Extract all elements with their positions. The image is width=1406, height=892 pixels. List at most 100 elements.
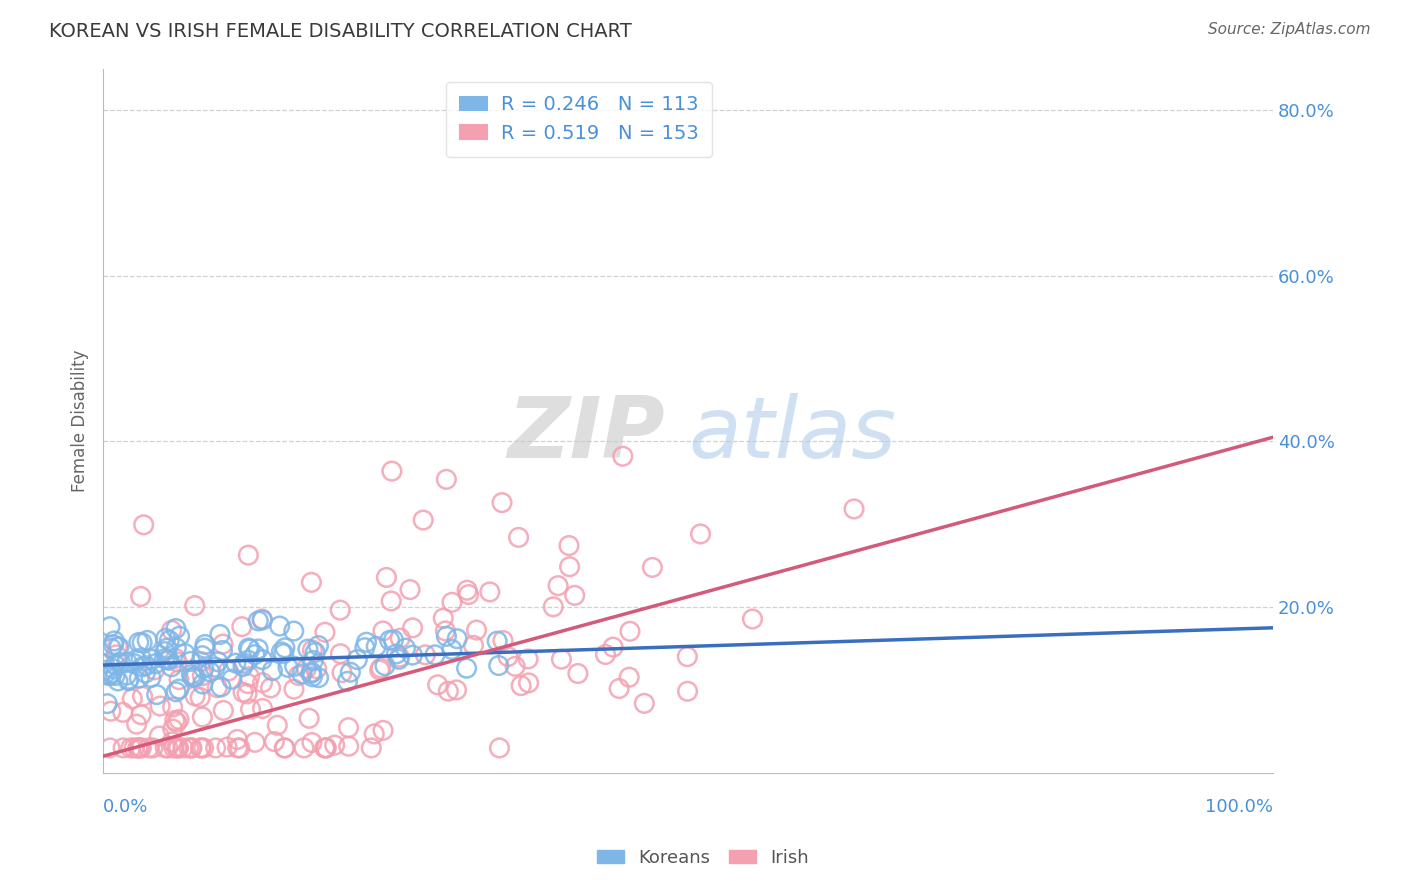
Point: [208, 627, 231, 641]
Point: [190, 740, 212, 755]
Point: [368, 663, 391, 677]
Point: [127, 740, 149, 755]
Point: [183, 670, 205, 684]
Point: [360, 740, 382, 755]
Point: [252, 701, 274, 715]
Point: [155, 740, 177, 755]
Point: [440, 642, 463, 657]
Point: [301, 665, 323, 680]
Point: [169, 629, 191, 643]
Point: [212, 703, 235, 717]
Point: [105, 640, 128, 654]
Point: [128, 635, 150, 649]
Point: [236, 676, 259, 690]
Point: [287, 668, 309, 682]
Point: [129, 740, 152, 755]
Point: [204, 660, 226, 674]
Point: [193, 740, 215, 755]
Point: [517, 652, 540, 666]
Point: [96, 697, 118, 711]
Point: [301, 575, 323, 590]
Point: [98, 668, 121, 682]
Point: [160, 660, 183, 674]
Point: [103, 638, 125, 652]
Point: [292, 740, 315, 755]
Y-axis label: Female Disability: Female Disability: [72, 350, 89, 491]
Point: [174, 647, 197, 661]
Point: [165, 640, 187, 655]
Point: [371, 723, 394, 738]
Point: [226, 732, 249, 747]
Point: [415, 648, 437, 662]
Point: [564, 588, 586, 602]
Point: [558, 539, 581, 553]
Legend: Koreans, Irish: Koreans, Irish: [591, 842, 815, 874]
Point: [283, 624, 305, 638]
Point: [188, 690, 211, 705]
Point: [336, 674, 359, 689]
Point: [305, 662, 328, 676]
Point: [211, 643, 233, 657]
Point: [388, 652, 411, 666]
Point: [463, 638, 485, 652]
Point: [337, 721, 360, 735]
Point: [432, 611, 454, 625]
Point: [283, 682, 305, 697]
Point: [491, 495, 513, 509]
Point: [314, 625, 336, 640]
Point: [374, 658, 396, 673]
Point: [115, 655, 138, 669]
Point: [226, 740, 249, 755]
Point: [165, 651, 187, 665]
Point: [284, 659, 307, 673]
Point: [172, 740, 194, 755]
Point: [263, 734, 285, 748]
Point: [131, 690, 153, 704]
Point: [456, 583, 478, 598]
Point: [270, 645, 292, 659]
Point: [434, 472, 457, 486]
Point: [378, 633, 401, 648]
Point: [457, 588, 479, 602]
Point: [388, 650, 411, 665]
Point: [307, 639, 329, 653]
Point: [112, 740, 135, 755]
Point: [177, 740, 200, 755]
Point: [121, 691, 143, 706]
Point: [236, 653, 259, 667]
Point: [517, 676, 540, 690]
Point: [353, 640, 375, 655]
Point: [550, 652, 572, 666]
Point: [259, 681, 281, 695]
Point: [139, 671, 162, 685]
Point: [488, 740, 510, 755]
Point: [160, 735, 183, 749]
Point: [225, 657, 247, 671]
Point: [394, 641, 416, 656]
Point: [641, 560, 664, 574]
Text: atlas: atlas: [688, 393, 896, 476]
Text: Source: ZipAtlas.com: Source: ZipAtlas.com: [1208, 22, 1371, 37]
Point: [212, 637, 235, 651]
Point: [104, 668, 127, 682]
Point: [167, 713, 190, 727]
Point: [194, 638, 217, 652]
Point: [274, 740, 297, 755]
Point: [252, 652, 274, 666]
Point: [153, 645, 176, 659]
Point: [301, 735, 323, 749]
Point: [273, 647, 295, 661]
Text: KOREAN VS IRISH FEMALE DISABILITY CORRELATION CHART: KOREAN VS IRISH FEMALE DISABILITY CORREL…: [49, 22, 631, 41]
Point: [302, 653, 325, 667]
Point: [131, 740, 153, 755]
Point: [93, 657, 115, 671]
Point: [252, 613, 274, 627]
Point: [602, 640, 624, 654]
Point: [207, 655, 229, 669]
Point: [156, 653, 179, 667]
Point: [689, 527, 711, 541]
Point: [232, 685, 254, 699]
Point: [401, 621, 423, 635]
Point: [98, 740, 121, 755]
Point: [308, 671, 330, 685]
